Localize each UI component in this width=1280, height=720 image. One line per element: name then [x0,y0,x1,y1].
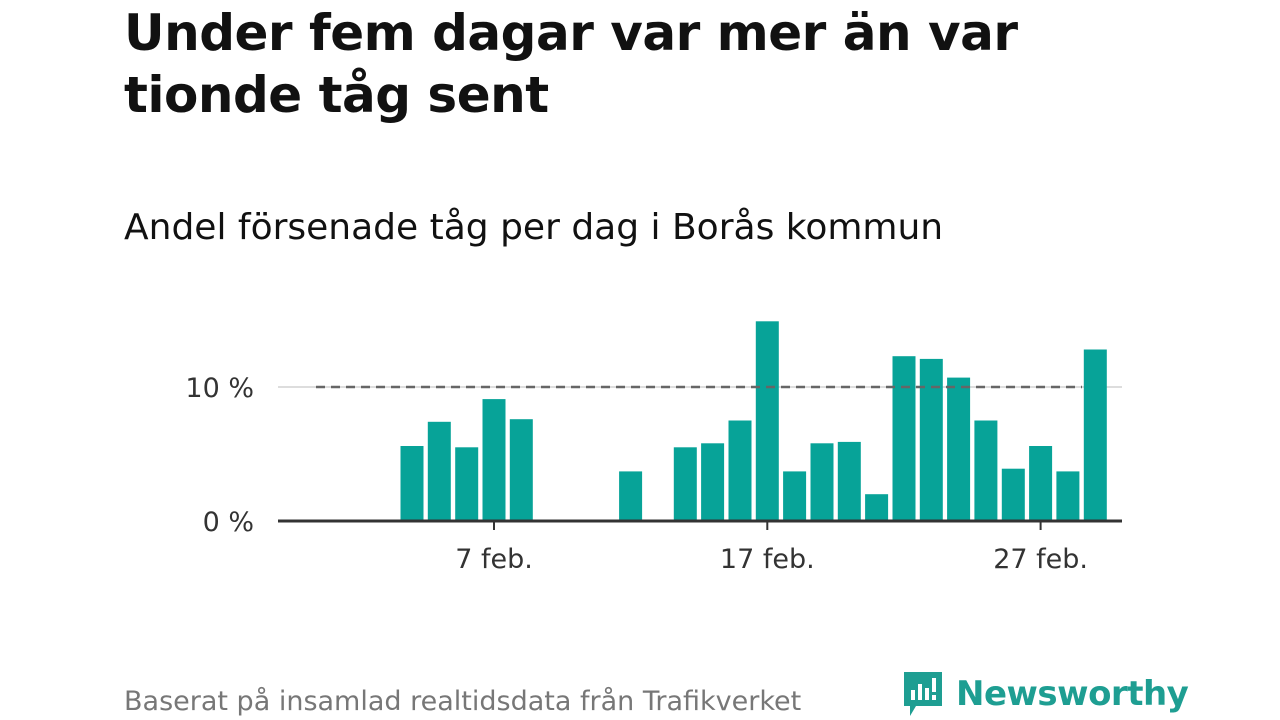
brand-name: Newsworthy [956,674,1189,714]
y-tick-label: 0 % [203,507,254,538]
chart-title: Under fem dagar var mer än var tionde tå… [124,4,1018,124]
bar [427,421,451,521]
bar [701,443,725,521]
bar [1029,446,1053,521]
bar [1056,471,1080,521]
x-tick-label: 17 feb. [720,544,815,575]
x-tick-label: 27 feb. [993,544,1088,575]
tick-labels-layer: 7 feb. 17 feb. 27 feb. 0 % 10 % [185,373,1088,575]
bars-layer [400,321,1107,521]
source-note: Baserat på insamlad realtidsdata från Tr… [124,686,802,717]
bar [810,443,834,521]
bar [947,377,971,521]
x-tick-label: 7 feb. [455,544,533,575]
bar [455,447,479,521]
chart-subtitle: Andel försenade tåg per dag i Borås komm… [124,207,944,248]
bar [509,419,533,521]
bar [619,471,643,521]
bar [783,471,807,521]
bar [400,446,424,521]
brand-logo: Newsworthy [902,670,1189,718]
bar [919,358,943,521]
y-tick-label: 10 % [185,373,254,404]
bar [1001,468,1025,521]
newsworthy-logo-icon [904,672,942,716]
bar [673,447,697,521]
bar [837,441,861,521]
bar [974,420,998,521]
bar [892,356,916,521]
bar [482,399,506,521]
bar [865,494,889,521]
axis-layer [278,519,1122,530]
bar [1083,349,1107,521]
bar [728,420,752,521]
bar [755,321,779,521]
